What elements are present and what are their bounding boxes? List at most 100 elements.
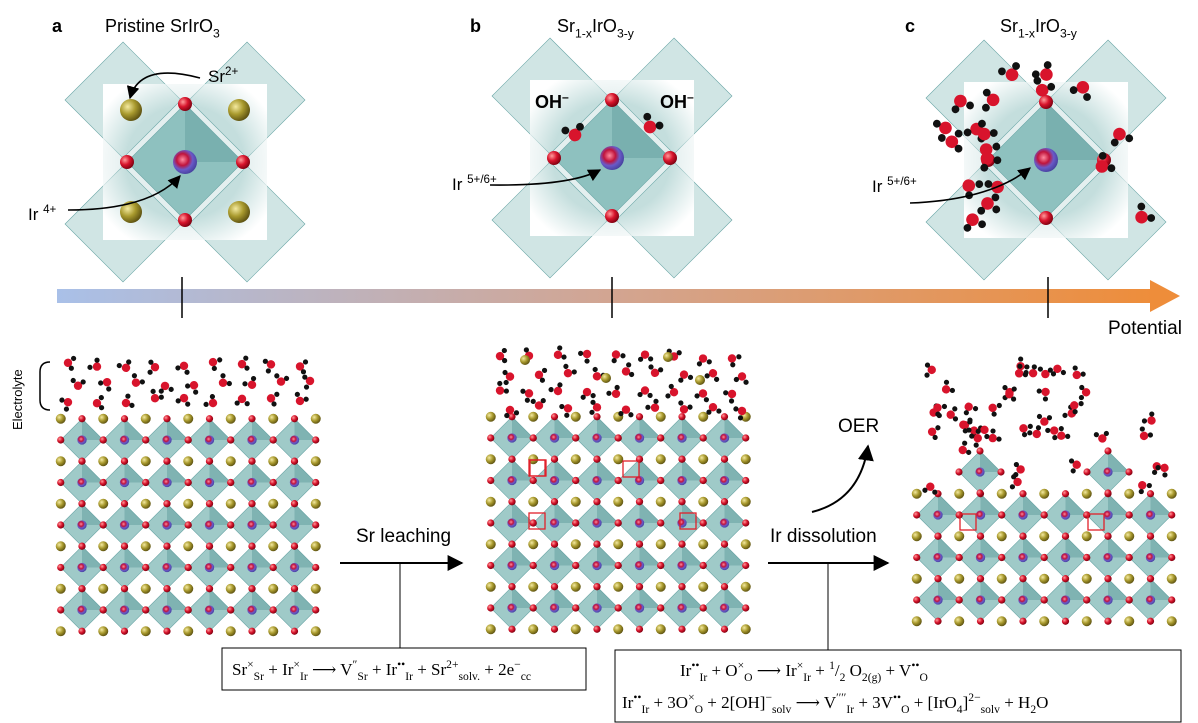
water-molecule: [206, 353, 223, 372]
subscript: Ir: [846, 703, 854, 716]
hydrogen: [63, 405, 70, 412]
red-atom: [1168, 596, 1175, 603]
ir-atom: [1103, 510, 1112, 519]
oxygen: [1031, 428, 1043, 440]
red-atom: [1083, 554, 1090, 561]
subscript: 1-x: [575, 26, 592, 40]
red-atom: [121, 585, 128, 592]
red-atom: [956, 554, 963, 561]
text-run: + H: [1000, 693, 1030, 712]
water-molecule: [58, 394, 76, 413]
red-atom: [142, 564, 149, 571]
ir-atom: [205, 520, 214, 529]
water-molecule: [534, 367, 547, 383]
gold-atom: [571, 454, 581, 464]
red-atom: [508, 456, 515, 463]
red-atom: [998, 554, 1005, 561]
gold-atom: [226, 626, 236, 636]
ir-atom: [1146, 510, 1155, 519]
water-molecule: [215, 372, 234, 391]
ir-atom: [933, 510, 942, 519]
ir-atom: [677, 476, 686, 485]
red-atom: [530, 434, 537, 441]
gold-atom: [311, 499, 321, 509]
ir-atom: [77, 478, 86, 487]
red-atom: [551, 541, 558, 548]
red-atom: [185, 564, 192, 571]
text-run: Ir: [452, 175, 467, 194]
water-molecule: [1035, 384, 1054, 403]
hydrogen: [71, 378, 76, 383]
gold-atom: [486, 539, 496, 549]
gold-atom: [656, 582, 666, 592]
hydrogen: [628, 412, 633, 417]
subscript: Sr: [254, 670, 264, 683]
red-atom: [312, 521, 319, 528]
gold-atom: [56, 584, 66, 594]
hydrogen: [192, 389, 199, 396]
red-atom: [1147, 533, 1154, 540]
gold-atom: [268, 626, 278, 636]
text-run: IrO: [592, 16, 617, 36]
red-atom: [291, 543, 298, 550]
red-atom: [57, 521, 64, 528]
red-atom: [163, 500, 170, 507]
gold-atom: [741, 497, 751, 507]
water-molecule: [589, 400, 601, 415]
red-atom: [551, 413, 558, 420]
supscript: ••: [397, 658, 405, 671]
gold-atom: [1082, 489, 1092, 499]
red-atom: [657, 519, 664, 526]
red-atom: [1104, 489, 1111, 496]
red-atom: [1126, 596, 1133, 603]
red-atom: [142, 521, 149, 528]
gold-atom: [1167, 489, 1177, 499]
gold-atom: [571, 539, 581, 549]
red-atom: [913, 511, 920, 518]
red-atom: [291, 500, 298, 507]
water-molecule: [273, 373, 290, 387]
red-atom: [120, 155, 134, 169]
gold-atom: [571, 582, 581, 592]
ir-atom: [247, 563, 256, 572]
gold-atom: [698, 454, 708, 464]
ir-atom: [550, 433, 559, 442]
water-molecule: [1067, 456, 1082, 474]
oxygen: [207, 357, 218, 368]
red-atom: [1041, 596, 1048, 603]
gold-atom: [226, 541, 236, 551]
gold-atom: [1167, 616, 1177, 626]
red-atom: [100, 564, 107, 571]
red-atom: [956, 596, 963, 603]
oxygen: [523, 388, 535, 400]
oxygen: [179, 360, 190, 371]
water-molecule: [938, 379, 957, 398]
hydrogen: [1017, 355, 1024, 362]
red-atom: [1062, 575, 1069, 582]
water-molecule: [291, 391, 310, 408]
red-atom: [1147, 618, 1154, 625]
water-molecule: [618, 405, 633, 417]
ir-atom: [247, 605, 256, 614]
red-atom: [508, 583, 515, 590]
red-atom: [178, 213, 192, 227]
red-atom: [1019, 618, 1026, 625]
red-atom: [593, 541, 600, 548]
red-atom: [248, 585, 255, 592]
gold-atom: [912, 531, 922, 541]
gold-atom: [1039, 616, 1049, 626]
red-atom: [206, 458, 213, 465]
red-atom: [663, 151, 677, 165]
gold-atom: [601, 373, 611, 383]
gold-atom: [56, 414, 66, 424]
gold-atom: [1124, 489, 1134, 499]
hydrogen: [524, 397, 531, 404]
red-atom: [121, 458, 128, 465]
hydrogen: [996, 402, 1003, 409]
red-atom: [1083, 596, 1090, 603]
water-molecule: [202, 392, 220, 411]
red-atom: [678, 583, 685, 590]
gold-atom: [183, 499, 193, 509]
gold-atom: [613, 539, 623, 549]
subscript: Ir: [405, 670, 413, 683]
